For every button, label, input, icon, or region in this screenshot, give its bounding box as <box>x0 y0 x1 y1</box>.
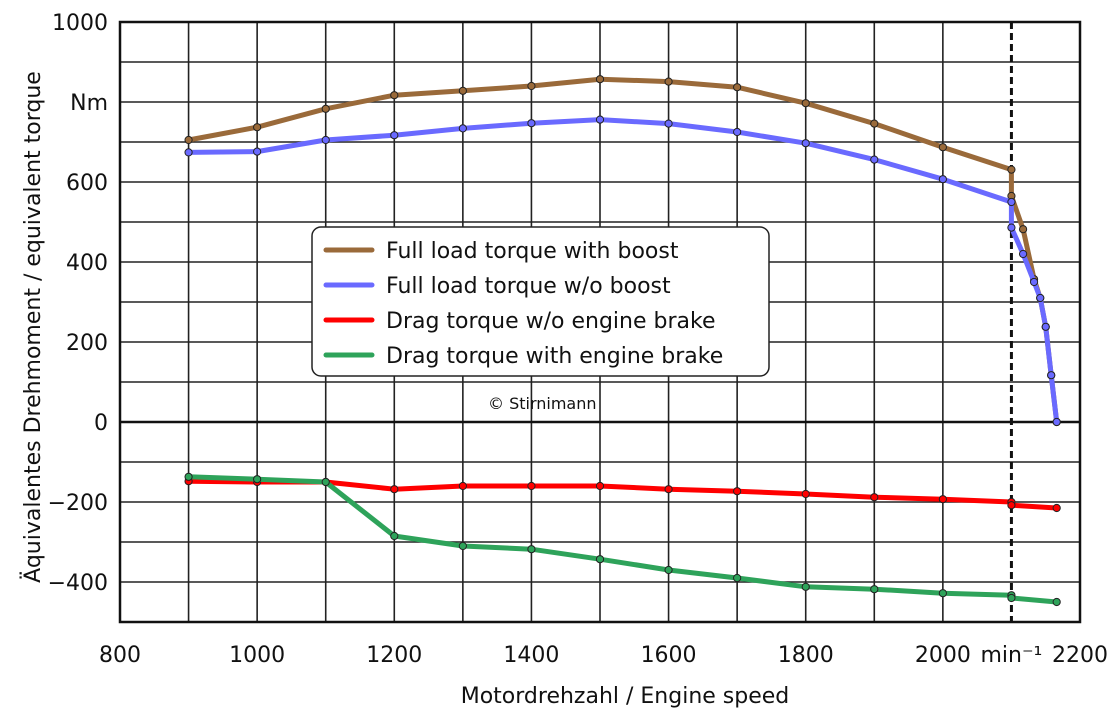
data-point <box>870 155 879 164</box>
data-point <box>321 477 330 487</box>
x-tick-label: 1000 <box>229 643 285 668</box>
legend-label: Full load torque w/o boost <box>386 274 671 299</box>
data-point <box>458 481 467 491</box>
y-tick-label: 400 <box>66 251 108 276</box>
data-point <box>1018 249 1028 259</box>
data-point <box>184 472 193 481</box>
data-point <box>801 139 810 148</box>
legend-box <box>311 226 770 377</box>
data-point <box>938 495 947 504</box>
data-point <box>527 481 536 491</box>
data-point <box>1041 322 1050 331</box>
data-point <box>1018 225 1028 234</box>
y-tick-label: Nm <box>70 91 108 116</box>
data-point <box>595 75 605 84</box>
data-point <box>458 541 467 551</box>
plot-border <box>118 20 1082 624</box>
data-point <box>870 493 879 502</box>
series-line-3 <box>186 478 1060 511</box>
data-point <box>664 77 673 86</box>
data-point <box>1007 501 1016 510</box>
x-tick-label: 1200 <box>366 643 422 668</box>
plot-frame <box>118 20 1082 624</box>
data-point <box>527 545 536 554</box>
data-point <box>321 104 330 113</box>
legend-label: Drag torque w/o engine brake <box>386 309 715 334</box>
data-point <box>938 175 947 184</box>
x-tick-label: 1800 <box>778 643 834 668</box>
data-point <box>664 119 673 128</box>
data-point <box>938 589 947 598</box>
x-axis-label: Motordrehzahl / Engine speed <box>461 684 790 709</box>
data-point <box>321 135 330 145</box>
data-point <box>733 83 742 92</box>
data-point <box>1007 223 1016 232</box>
data-point <box>1052 597 1061 607</box>
data-point <box>390 531 399 541</box>
data-point <box>1036 293 1045 303</box>
data-point <box>801 582 810 591</box>
data-point <box>1007 165 1016 174</box>
series-line-4 <box>186 474 1060 605</box>
y-tick-label: 600 <box>66 171 108 196</box>
data-point <box>595 555 605 564</box>
tick-labels: 800 1000 1200 1400 1600 1800 2000 min⁻¹ 22001000… <box>48 11 1108 668</box>
x-tick-label: 1400 <box>503 643 559 668</box>
legend-label: Full load torque with boost <box>386 239 679 264</box>
data-point <box>595 115 605 124</box>
data-point <box>253 147 262 156</box>
y-tick-label: 0 <box>94 411 108 436</box>
data-point <box>1007 197 1016 207</box>
data-point <box>664 485 673 494</box>
data-point <box>527 119 536 128</box>
data-point <box>390 131 399 140</box>
y-axis-label: Äquivalentes Drehmoment / equivalent tor… <box>20 71 46 583</box>
data-point <box>595 481 605 491</box>
y-tick-label: 200 <box>66 331 108 356</box>
y-tick-label: 1000 <box>52 11 108 36</box>
data-point <box>184 135 193 145</box>
data-point <box>1047 371 1056 380</box>
data-point <box>870 585 879 594</box>
data-point <box>527 81 536 91</box>
data-point <box>458 124 467 133</box>
data-point <box>253 475 262 484</box>
data-point <box>801 99 810 108</box>
y-tick-label: −400 <box>48 571 108 596</box>
legend-label: Drag torque with engine brake <box>386 344 723 369</box>
data-point <box>184 148 193 157</box>
data-point <box>253 123 262 132</box>
data-point <box>390 91 399 100</box>
data-point <box>733 127 742 137</box>
data-point <box>1052 503 1061 513</box>
data-point <box>664 565 673 575</box>
data-point <box>938 143 947 152</box>
data-point <box>1029 277 1039 287</box>
x-tick-label: 1600 <box>641 643 697 668</box>
x-tick-label: 800 <box>99 643 141 668</box>
y-tick-label: −200 <box>48 491 108 516</box>
series-group <box>184 75 1061 607</box>
x-tick-label: min⁻¹ <box>980 643 1042 668</box>
x-tick-label: 2000 <box>915 643 971 668</box>
data-point <box>870 119 879 128</box>
data-point <box>1052 417 1061 427</box>
data-point <box>801 489 810 499</box>
data-point <box>733 487 742 496</box>
data-point <box>390 485 399 494</box>
data-point <box>733 573 742 583</box>
legend: Full load torque with boost Full load tor… <box>311 226 770 377</box>
data-point <box>1007 593 1016 603</box>
x-tick-label: 2200 <box>1052 643 1108 668</box>
data-point <box>458 86 467 95</box>
copyright-annotation: © Stirnimann <box>488 394 597 413</box>
